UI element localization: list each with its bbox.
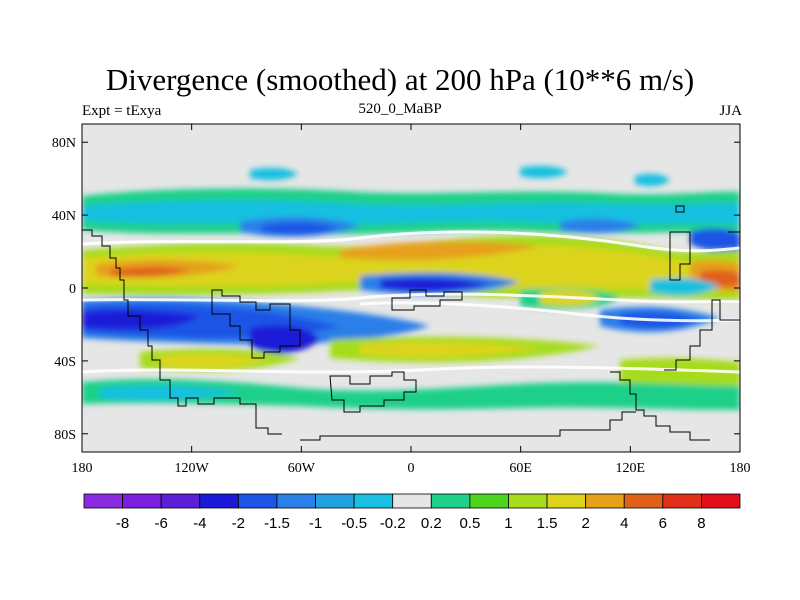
run-label: 520_0_MaBP — [358, 101, 442, 117]
color-legend: -8 -6 -4 -2 -1.5 -1 -0.5 -0.2 0.2 0.5 1 1.5 2 4 6 8 — [83, 493, 741, 532]
legend-label: 0.2 — [421, 515, 442, 532]
legend-swatch — [83, 493, 123, 509]
legend-label: -1 — [309, 515, 322, 532]
legend-swatch — [585, 493, 625, 509]
coastlines — [82, 205, 740, 441]
legend-label: 2 — [581, 515, 589, 532]
y-tick-label: 40N — [52, 209, 76, 224]
legend-swatch — [701, 493, 741, 509]
x-tick-label: 60E — [509, 461, 532, 476]
y-tick-label: 0 — [69, 282, 76, 297]
legend-label: -0.2 — [380, 515, 406, 532]
legend-swatch — [160, 493, 201, 509]
y-tick-label: 80N — [52, 136, 76, 151]
legend-swatch — [508, 493, 548, 509]
experiment-label: Expt = tExya — [82, 103, 162, 119]
legend-swatch — [623, 493, 664, 509]
legend-swatch — [546, 493, 587, 509]
legend-swatch — [199, 493, 239, 509]
legend-swatch — [276, 493, 316, 509]
x-tick-label: 60W — [288, 461, 316, 476]
x-tick-label: 120W — [175, 461, 210, 476]
legend-swatch — [469, 493, 509, 509]
legend-swatch — [662, 493, 702, 509]
legend-swatch — [315, 493, 355, 509]
x-axis: 180 120W 60W 0 60E 120E 180 — [72, 124, 751, 476]
legend-swatch — [392, 493, 432, 509]
legend-label: -8 — [116, 515, 129, 532]
legend-label: 4 — [620, 515, 628, 532]
legend-swatch — [353, 493, 394, 509]
legend-swatch — [430, 493, 471, 509]
legend-label: -1.5 — [264, 515, 290, 532]
legend-label: -0.5 — [341, 515, 367, 532]
x-tick-label: 180 — [72, 461, 93, 476]
legend-label: 0.5 — [459, 515, 480, 532]
legend-label: -2 — [232, 515, 245, 532]
legend-swatch — [237, 493, 278, 509]
chart-title: Divergence (smoothed) at 200 hPa (10**6 … — [105, 62, 695, 97]
season-label: JJA — [719, 103, 742, 119]
y-axis: 80N 40N 0 40S 80S — [52, 136, 740, 443]
x-tick-label: 180 — [730, 461, 751, 476]
legend-swatch — [122, 493, 162, 509]
legend-label: 1 — [504, 515, 512, 532]
legend-label: 1.5 — [537, 515, 558, 532]
legend-label: 6 — [659, 515, 667, 532]
legend-label: 8 — [697, 515, 705, 532]
x-tick-label: 0 — [408, 461, 415, 476]
legend-label: -4 — [193, 515, 206, 532]
x-tick-label: 120E — [616, 461, 646, 476]
legend-label: -6 — [155, 515, 168, 532]
y-tick-label: 40S — [54, 355, 76, 370]
y-tick-label: 80S — [54, 428, 76, 443]
